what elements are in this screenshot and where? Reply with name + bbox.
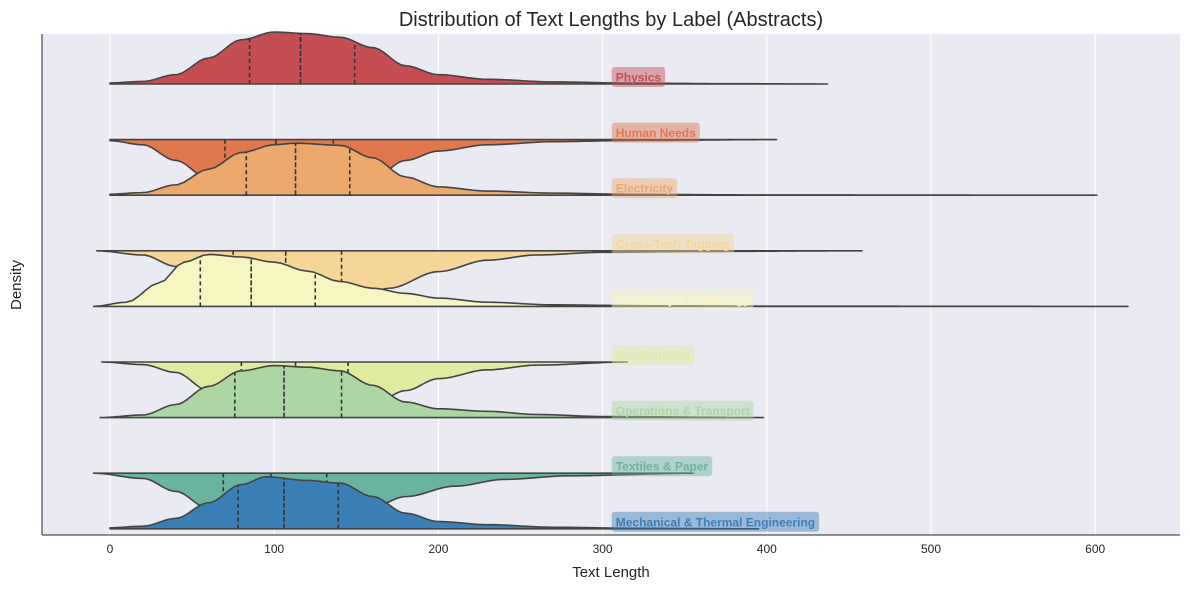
x-axis-label: Text Length <box>572 564 650 581</box>
chart-title: Distribution of Text Lengths by Label (A… <box>399 9 823 31</box>
x-tick-label: 600 <box>1085 542 1105 556</box>
category-label-text: Human Needs <box>616 126 696 140</box>
label-box <box>611 122 700 143</box>
category-label-text: Textiles & Paper <box>616 460 709 474</box>
category-label: Operations & Transport <box>611 400 754 421</box>
category-label-text: Physics <box>616 71 662 85</box>
category-label-text: Mechanical & Thermal Engineering <box>616 515 815 529</box>
label-box <box>611 345 695 365</box>
violin-shape <box>92 253 1129 308</box>
category-label: Physics <box>611 67 666 87</box>
category-label: Construction <box>611 345 695 365</box>
category-labels: Physics Human Needs Electricity Cross-Tech … <box>611 67 820 532</box>
label-box <box>611 67 666 87</box>
category-label: Human Needs <box>611 122 700 143</box>
label-box <box>611 456 713 477</box>
violin-shape <box>109 31 829 85</box>
category-label: Chemistry & Metallurgy <box>611 289 754 310</box>
category-label-text: Construction <box>616 349 691 363</box>
x-tick-label: 500 <box>921 542 941 556</box>
violin-shape <box>109 142 1098 196</box>
label-box <box>611 289 754 310</box>
category-label: Mechanical & Thermal Engineering <box>611 511 820 532</box>
x-tick-label: 100 <box>264 542 284 556</box>
category-label-text: Chemistry & Metallurgy <box>616 293 750 307</box>
x-tick-label: 0 <box>107 542 114 556</box>
x-tick-label: 200 <box>428 542 448 556</box>
label-box <box>611 178 678 199</box>
category-label-text: Electricity <box>616 182 674 196</box>
violin-shape <box>109 476 760 530</box>
category-label: Cross-Tech Tagging <box>611 233 734 254</box>
label-box <box>611 400 754 421</box>
violin-shape <box>99 364 765 419</box>
label-box <box>611 233 734 254</box>
category-label: Textiles & Paper <box>611 456 713 477</box>
x-tick-label: 400 <box>757 542 777 556</box>
x-ticks: 0 100 200 300 400 500 600 <box>107 542 1106 556</box>
category-label-text: Operations & Transport <box>616 404 750 418</box>
label-box <box>611 511 820 532</box>
x-tick-label: 300 <box>593 542 613 556</box>
violins <box>92 31 1129 530</box>
y-axis-label: Density <box>8 259 25 310</box>
category-label-text: Cross-Tech Tagging <box>616 237 730 251</box>
category-label: Electricity <box>611 178 678 199</box>
